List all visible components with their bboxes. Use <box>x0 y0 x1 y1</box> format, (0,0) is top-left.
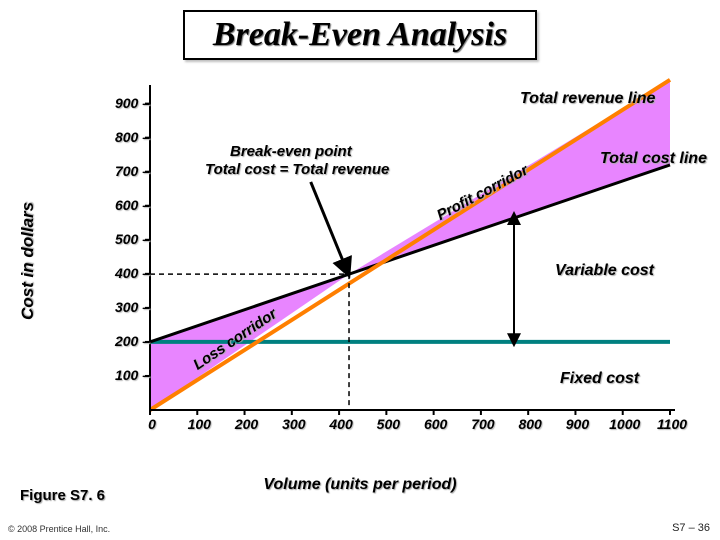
x-tick-900: 900 <box>560 416 594 432</box>
x-tick-0: 0 <box>135 416 169 432</box>
y-tick-200: 200 – <box>106 333 150 349</box>
y-tick-800: 800 – <box>106 129 150 145</box>
y-tick-700: 700 – <box>106 163 150 179</box>
y-axis-label: Cost in dollars <box>18 202 38 320</box>
ann-total-revenue: Total revenue line <box>520 90 655 108</box>
x-tick-100: 100 <box>182 416 216 432</box>
total-cost-line <box>150 165 670 342</box>
be-pointer-arrow <box>311 182 346 269</box>
y-tick-600: 600 – <box>106 197 150 213</box>
y-tick-500: 500 – <box>106 231 150 247</box>
ann-be-l2: Total cost = Total revenue <box>205 161 389 178</box>
ann-fixed-cost: Fixed cost <box>560 370 639 388</box>
x-tick-700: 700 <box>466 416 500 432</box>
ann-variable-cost: Variable cost <box>555 262 654 280</box>
x-tick-600: 600 <box>419 416 453 432</box>
x-tick-200: 200 <box>230 416 264 432</box>
figure-label: Figure S7. 6 <box>20 487 105 504</box>
slide-title: Break-Even Analysis <box>213 16 507 53</box>
x-tick-400: 400 <box>324 416 358 432</box>
x-tick-500: 500 <box>371 416 405 432</box>
y-tick-300: 300 – <box>106 299 150 315</box>
x-tick-1000: 1000 <box>608 416 642 432</box>
x-tick-1100: 1100 <box>655 416 689 432</box>
x-tick-300: 300 <box>277 416 311 432</box>
ann-be-l1: Break-even point <box>230 143 352 160</box>
chart-area: Cost in dollars 100 – 200 – 300 – 400 – 500 … <box>0 70 720 490</box>
y-tick-400: 400 – <box>106 265 150 281</box>
x-tick-800: 800 <box>513 416 547 432</box>
x-axis-label: Volume (units per period) <box>0 476 720 494</box>
y-tick-100: 100 – <box>106 367 150 383</box>
ann-total-cost: Total cost line <box>600 150 707 168</box>
revenue-line <box>150 80 670 410</box>
page-number: S7 – 36 <box>672 522 710 534</box>
y-tick-900: 900 – <box>106 95 150 111</box>
slide-title-wrap: Break-Even Analysis <box>0 0 720 66</box>
slide-title-box: Break-Even Analysis <box>183 10 537 60</box>
copyright-text: © 2008 Prentice Hall, Inc. <box>8 524 110 534</box>
